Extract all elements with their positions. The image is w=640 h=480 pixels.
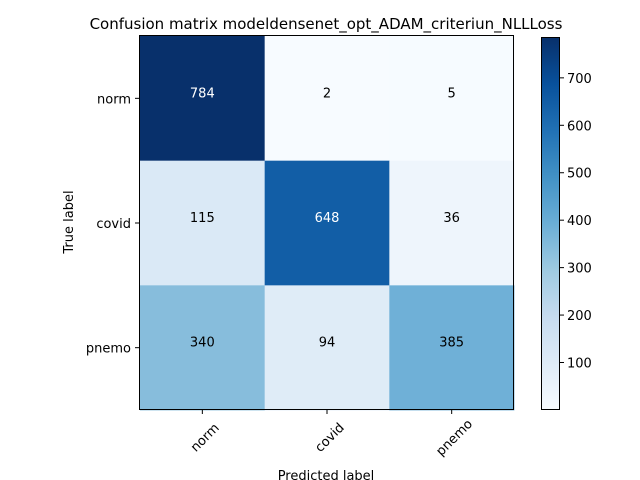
colorbar-gradient bbox=[541, 37, 560, 410]
y-tick-label: pnemo bbox=[86, 342, 131, 357]
colorbar-tick-label: 300 bbox=[567, 262, 592, 277]
cell-pnemo-covid bbox=[264, 285, 390, 411]
cell-covid-pnemo bbox=[389, 160, 515, 286]
cell-pnemo-pnemo bbox=[389, 285, 515, 411]
cell-norm-pnemo bbox=[389, 36, 515, 162]
cell-value-label: 648 bbox=[315, 211, 340, 226]
chart-title: Confusion matrix modeldensenet_opt_ADAM_… bbox=[90, 15, 563, 34]
x-axis-ticks: norm covid pnemo bbox=[188, 410, 476, 459]
cell-value-label: 2 bbox=[323, 86, 331, 101]
colorbar-tick-label: 500 bbox=[567, 167, 592, 182]
cell-value-label: 115 bbox=[190, 211, 215, 226]
y-axis-label: True label bbox=[62, 190, 77, 254]
y-tick-label: covid bbox=[96, 217, 131, 232]
colorbar-tick-label: 200 bbox=[567, 309, 592, 324]
cell-covid-covid bbox=[264, 160, 390, 286]
y-axis-ticks: norm covid pnemo bbox=[86, 92, 139, 357]
cell-value-label: 36 bbox=[443, 211, 460, 226]
x-tick-label: covid bbox=[313, 420, 348, 455]
colorbar-tick-label: 100 bbox=[567, 357, 592, 372]
colorbar-ticks: 100 200 300 400 500 600 700 bbox=[560, 72, 592, 372]
colorbar-tick-label: 600 bbox=[567, 119, 592, 134]
cell-value-label: 784 bbox=[190, 86, 215, 101]
cell-value-label: 340 bbox=[190, 336, 215, 351]
matrix-cells: 784 2 5 115 648 36 340 94 385 bbox=[140, 36, 515, 411]
cell-value-label: 94 bbox=[319, 336, 336, 351]
cell-norm-covid bbox=[264, 36, 390, 162]
cell-covid-norm bbox=[140, 160, 266, 286]
cell-value-label: 5 bbox=[448, 86, 456, 101]
x-axis-label: Predicted label bbox=[278, 469, 375, 480]
x-tick-label: pnemo bbox=[433, 417, 476, 460]
x-tick-label: norm bbox=[188, 421, 223, 456]
cell-norm-norm bbox=[140, 36, 266, 162]
cell-value-label: 385 bbox=[439, 336, 464, 351]
colorbar-tick-label: 400 bbox=[567, 214, 592, 229]
colorbar: 100 200 300 400 500 600 700 bbox=[541, 37, 592, 410]
colorbar-tick-label: 700 bbox=[567, 72, 592, 87]
y-tick-label: norm bbox=[97, 92, 131, 107]
matrix-frame bbox=[139, 35, 514, 410]
cell-pnemo-norm bbox=[140, 285, 266, 411]
